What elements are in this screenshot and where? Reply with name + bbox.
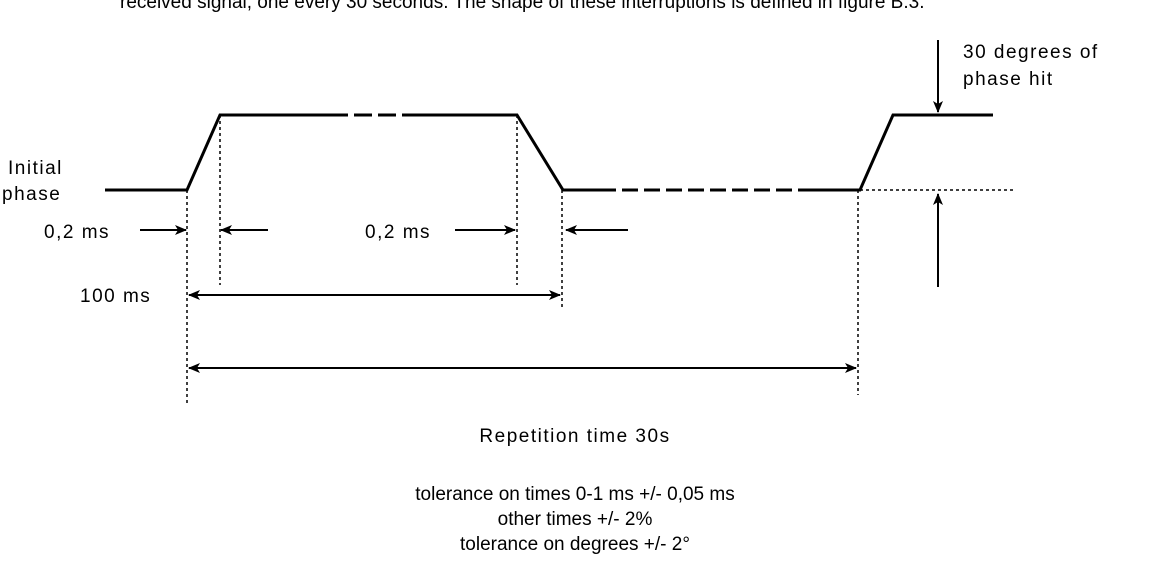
label: 30 degrees of [963,42,1099,63]
tolerance-note: other times +/- 2% [498,509,653,530]
label: phase hit [963,69,1054,90]
waveform [105,113,330,192]
waveform [805,113,993,192]
label: 0,2 ms [365,222,431,243]
label: phase [2,184,61,205]
tolerance-note: tolerance on times 0-1 ms +/- 0,05 ms [415,484,734,505]
label: 0,2 ms [44,222,110,243]
label: 100 ms [80,286,151,307]
tolerance-note: tolerance on degrees +/- 2° [460,534,690,555]
intro-text: received signal, one every 30 seconds. T… [120,0,924,13]
waveform [412,113,600,192]
label: Repetition time 30s [479,426,670,447]
label: Initial [8,158,63,179]
